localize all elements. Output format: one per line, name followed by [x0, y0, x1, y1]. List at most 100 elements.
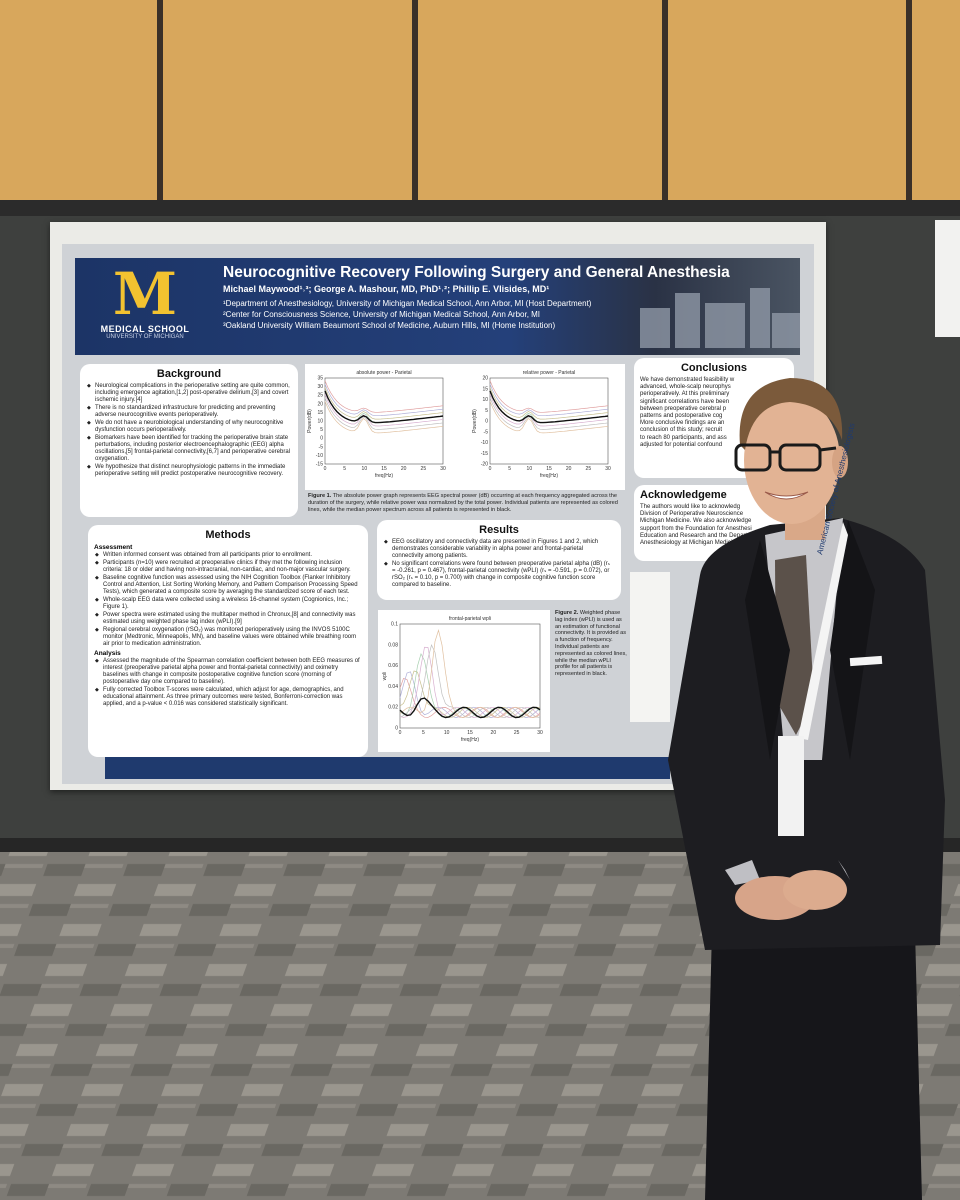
logo-letter: M: [112, 260, 178, 328]
board-edge: [0, 200, 960, 216]
panel-dividers: [157, 0, 912, 205]
text-line: We have demonstrated feasibility w: [640, 377, 735, 383]
text-line: to reach 80 participants, and ass: [640, 434, 727, 441]
text-line: Michigan Medicine. We also acknowledge: [640, 518, 752, 525]
affiliation: ³Oakland University William Beaumont Sch…: [223, 321, 556, 330]
y-tick-label: 20: [482, 376, 488, 382]
methods-box: Methods AssessmentWritten informed conse…: [88, 525, 368, 757]
x-tick-label: 10: [362, 466, 368, 472]
x-tick-label: 20: [566, 466, 572, 472]
ear: [832, 446, 848, 478]
y-tick-label: -15: [316, 462, 323, 468]
x-tick-label: 25: [421, 466, 427, 472]
y-tick-label: 30: [317, 384, 323, 390]
logo-university: UNIVERSITY OF MICHIGAN: [106, 334, 184, 340]
spectrum-line: [399, 643, 541, 718]
bullet-list: Assessed the magnitude of the Spearman c…: [94, 658, 362, 708]
spectrum-line: [489, 401, 609, 434]
bullet-list: EEG oscillatory and connectivity data ar…: [383, 539, 615, 589]
text-line: perioperatively. At this preliminary: [640, 391, 730, 398]
text-lines: The authors would like to acknowledg Divi…: [640, 504, 788, 547]
figure-1-caption: Figure 1. The absolute power graph repre…: [308, 493, 626, 513]
x-tick-label: 30: [537, 730, 543, 736]
cuffs: [725, 860, 858, 896]
text-line: conclusion of this study; recruit: [640, 427, 723, 434]
text-line: significant correlations have been: [640, 398, 730, 405]
footer-bar: [105, 757, 670, 779]
caption-label: Figure 2.: [555, 610, 579, 616]
text-line: patterns and postoperative cog: [640, 413, 723, 420]
bullet: Fully corrected Toolbox T-scores were ca…: [95, 687, 362, 708]
text-line: Division of Perioperative Neuroscience: [640, 511, 744, 518]
section-heading: Methods: [205, 529, 251, 541]
spectrum-line: [399, 670, 541, 718]
spectrum-line: [324, 401, 444, 434]
hair: [739, 378, 843, 450]
y-tick-label: 35: [317, 376, 323, 382]
text-line: Anesthesiology at Michigan Medicine: [640, 540, 739, 547]
face: [744, 396, 840, 524]
lapels: [745, 520, 875, 760]
spectrum-line: [399, 677, 541, 718]
y-tick-label: 20: [317, 401, 323, 407]
x-axis-label: freq(Hz): [540, 473, 558, 479]
spectrum-line: [489, 383, 609, 417]
figure-1: absolute power - Parietal 0 5 10 15 20 25 30 35 3…: [305, 364, 625, 490]
y-tick-label: 0: [320, 436, 323, 442]
bullet: EEG oscillatory and connectivity data ar…: [384, 539, 615, 560]
y-axis-label: wpli: [382, 672, 388, 681]
y-tick-label: 0.06: [388, 663, 398, 669]
y-tick-label: -5: [319, 444, 324, 450]
spectrum-line: [399, 697, 541, 719]
chart-title: relative power - Parietal: [523, 370, 576, 376]
glasses: [734, 443, 837, 472]
caption-text: Weighted phase lag index (wPLI) is used …: [555, 610, 627, 678]
references-column: [630, 572, 670, 722]
bullet: Baseline cognitive function was assessed…: [95, 575, 362, 596]
bullet: Written informed consent was obtained fr…: [95, 552, 362, 559]
x-tick-label: 15: [381, 466, 387, 472]
bullet: Whole-scalp EEG data were collected usin…: [95, 597, 362, 611]
spectrum-line: [399, 628, 541, 718]
y-tick-label: 0: [485, 419, 488, 425]
bullet: We do not have a neurobiological underst…: [87, 420, 292, 434]
lanyard: [798, 522, 848, 740]
affiliations: ¹Department of Anesthesiology, Universit…: [223, 298, 591, 331]
section-heading: Background: [156, 368, 222, 380]
spectrum-line: [324, 380, 444, 413]
logo: M MEDICAL SCHOOL UNIVERSITY OF MICHIGAN: [75, 258, 215, 355]
y-tick-label: 10: [482, 397, 488, 403]
text-line: More conclusive findings are an: [640, 420, 725, 427]
poster: M MEDICAL SCHOOL UNIVERSITY OF MICHIGAN …: [50, 222, 826, 790]
text-line: adjusted for potential confound: [640, 441, 723, 448]
y-tick-label: 15: [482, 386, 488, 392]
affiliation: ¹Department of Anesthesiology, Universit…: [223, 299, 592, 308]
x-axis-label: freq(Hz): [375, 473, 393, 479]
figure-2-caption: Figure 2. Weighted phase lag index (wPLI…: [555, 610, 627, 678]
hands: [783, 870, 847, 910]
chart-title: frontal-parietal wpli: [449, 616, 491, 622]
bullet-list: Written informed consent was obtained fr…: [94, 552, 362, 648]
smile: [764, 491, 809, 500]
y-tick-label: 0: [395, 726, 398, 732]
x-tick-label: 25: [586, 466, 592, 472]
y-tick-label: 0.02: [388, 705, 398, 711]
y-tick-label: -5: [484, 429, 489, 435]
figure-1-charts: absolute power - Parietal 0 5 10 15 20 25 30 35 3…: [307, 370, 611, 479]
bullet: Biomarkers have been identified for trac…: [87, 435, 292, 463]
poster-header: M MEDICAL SCHOOL UNIVERSITY OF MICHIGAN …: [75, 258, 800, 355]
name-badge: [778, 736, 804, 836]
x-tick-label: 15: [467, 730, 473, 736]
figure-2-chart: frontal-parietal wpli 0 5 10 15 20 25 30 0.1 0.08…: [382, 616, 543, 743]
y-tick-label: 10: [317, 419, 323, 425]
x-tick-label: 5: [508, 466, 511, 472]
methods-content: AssessmentWritten informed consent was o…: [94, 544, 362, 708]
spectrum-line: [399, 671, 541, 718]
text-lines: We have demonstrated feasibility w advanc…: [640, 377, 788, 449]
spectrum-line: [489, 397, 609, 430]
text-line: between preoperative cerebral p: [640, 405, 727, 412]
spectrum-line: [324, 394, 444, 427]
y-tick-label: -20: [481, 462, 488, 468]
bullet: We hypothesize that distinct neurophysio…: [87, 464, 292, 478]
spectrum-line: [489, 387, 609, 420]
